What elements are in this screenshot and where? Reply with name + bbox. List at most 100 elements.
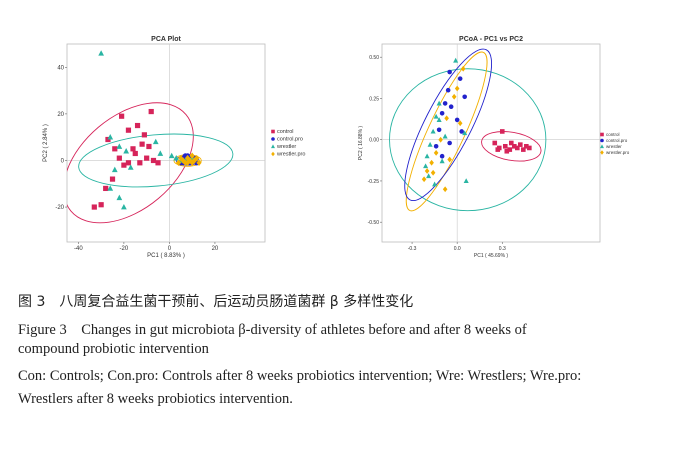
- data-point: [134, 122, 141, 129]
- data-point: [429, 159, 434, 166]
- series-wrestler-pro: [421, 65, 466, 193]
- data-point: [116, 143, 123, 149]
- y-tick-label: 0: [61, 158, 65, 164]
- data-point: [527, 145, 532, 151]
- series-control-pro: [433, 69, 467, 159]
- caption-legend-line2: Wrestlers after 8 weeks probiotics inter…: [18, 391, 293, 407]
- data-point: [144, 155, 150, 161]
- data-point: [515, 145, 520, 151]
- data-point: [119, 113, 125, 119]
- data-point: [132, 150, 138, 157]
- y-tick-label: 0.50: [369, 55, 379, 61]
- legend-marker: [600, 132, 604, 137]
- data-point: [439, 153, 445, 159]
- plot-area: [389, 48, 547, 212]
- data-point: [442, 186, 448, 193]
- data-point: [111, 166, 118, 173]
- data-point: [459, 129, 464, 134]
- x-tick-label: -40: [74, 246, 83, 252]
- legend-marker: [271, 129, 275, 134]
- legend-marker: [600, 138, 604, 143]
- data-point: [462, 94, 467, 100]
- x-axis-label: PC1 ( 45.69% ): [474, 253, 509, 259]
- data-point: [499, 129, 505, 134]
- data-point: [518, 142, 523, 147]
- legend-marker: [600, 144, 604, 149]
- x-tick-label: 0.3: [499, 246, 506, 252]
- caption-english-line2: compound probiotic intervention: [18, 341, 209, 357]
- data-point: [424, 153, 430, 159]
- data-point: [433, 113, 439, 119]
- legend-label: wrestler: [606, 144, 622, 149]
- data-point: [442, 133, 448, 139]
- data-point: [436, 127, 442, 133]
- caption-english-line1: Figure 3 Changes in gut microbiota β-div…: [18, 322, 527, 338]
- legend-label: control: [606, 132, 620, 137]
- data-point: [447, 156, 452, 163]
- data-point: [448, 104, 454, 109]
- legend-label: wrestler.pro: [276, 152, 305, 158]
- data-point: [116, 194, 123, 201]
- data-point: [427, 141, 433, 147]
- data-point: [103, 185, 109, 192]
- data-point: [492, 140, 498, 146]
- x-tick-label: -0.3: [408, 246, 417, 252]
- data-point: [155, 160, 161, 166]
- data-point: [127, 164, 134, 170]
- confidence-ellipse-wrestler: [389, 68, 547, 212]
- figure-charts: PCA Plot -40 -20 0 20 -20 0 20 40 PC1 ( 8.83% ) PC…: [43, 36, 630, 259]
- x-tick-label: -20: [120, 246, 129, 252]
- data-point: [125, 127, 132, 133]
- data-point: [460, 65, 466, 72]
- data-point: [91, 204, 97, 210]
- data-point: [457, 76, 463, 81]
- data-point: [194, 154, 200, 162]
- data-point: [451, 93, 457, 100]
- series-wrestler: [423, 57, 469, 187]
- series-wrestler-pro: [175, 152, 202, 167]
- data-point: [98, 202, 104, 208]
- data-point: [173, 155, 180, 161]
- series-control: [91, 108, 161, 210]
- y-tick-label: -20: [55, 205, 64, 211]
- figure: PCA Plot -40 -20 0 20 -20 0 20 40 PC1 ( 8.83% ) PC…: [43, 36, 630, 259]
- data-point: [125, 160, 132, 166]
- y-axis-label: PC2 ( 16.88% ): [358, 126, 364, 161]
- data-point: [445, 87, 451, 93]
- y-tick-label: 40: [57, 65, 64, 71]
- data-point: [180, 157, 186, 164]
- series-control: [492, 129, 532, 154]
- data-point: [421, 176, 427, 183]
- data-point: [152, 138, 159, 145]
- y-tick-label: 0.00: [369, 138, 379, 144]
- y-tick-label: -0.50: [368, 220, 380, 226]
- legend-label: control.pro: [277, 137, 303, 143]
- data-point: [457, 120, 463, 127]
- data-point: [137, 160, 143, 166]
- data-point: [141, 132, 147, 138]
- data-point: [175, 159, 182, 167]
- y-tick-label: 0.25: [369, 96, 379, 102]
- data-point: [430, 169, 436, 176]
- data-point: [502, 144, 508, 149]
- confidence-ellipse-wrestler: [78, 133, 234, 188]
- data-point: [185, 159, 191, 167]
- data-point: [508, 140, 514, 146]
- data-point: [130, 146, 136, 152]
- data-point: [168, 152, 175, 159]
- data-point: [430, 128, 436, 134]
- data-point: [439, 158, 445, 164]
- legend-label: control.pro: [606, 138, 628, 143]
- data-point: [436, 100, 442, 106]
- data-point: [444, 115, 449, 122]
- plot-area: [67, 50, 234, 224]
- data-point: [121, 162, 127, 168]
- data-point: [196, 159, 202, 167]
- data-point: [433, 144, 439, 149]
- data-point: [116, 155, 122, 161]
- data-point: [424, 168, 430, 174]
- data-point: [521, 147, 526, 152]
- data-point: [507, 147, 513, 152]
- y-tick-label: 20: [57, 112, 64, 118]
